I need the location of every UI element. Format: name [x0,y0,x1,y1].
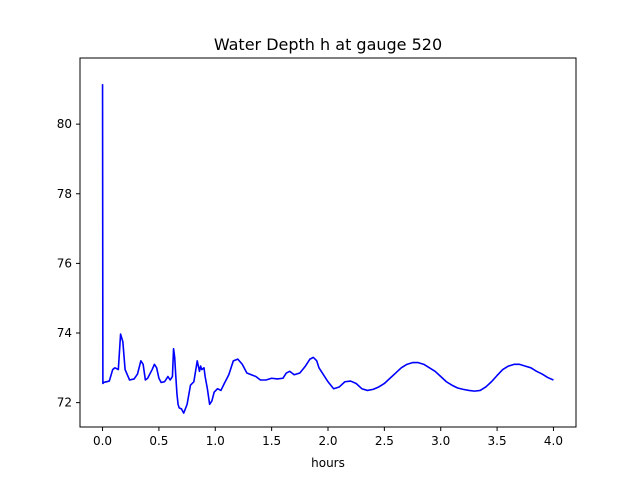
x-tick-label: 1.5 [262,434,281,448]
plot-area [101,84,554,414]
x-tick-label: 3.5 [488,434,507,448]
x-tick-label: 2.5 [375,434,394,448]
y-tick-label: 78 [57,187,72,201]
y-tick-label: 80 [57,117,72,131]
y-tick-label: 76 [57,256,72,270]
y-tick-label: 74 [57,326,72,340]
x-tick-label: 4.0 [544,434,563,448]
x-axis-ticks: 0.0 0.5 1.0 1.5 2.0 2.5 3.0 3.5 4.0 [93,427,563,448]
x-tick-label: 1.0 [206,434,225,448]
y-tick-label: 72 [57,396,72,410]
x-axis-label: hours [311,456,345,470]
axes-frame [79,57,577,428]
x-tick-label: 3.0 [431,434,450,448]
x-tick-label: 0.0 [93,434,112,448]
y-axis-ticks: 72 74 76 78 80 [57,117,80,410]
x-tick-label: 0.5 [149,434,168,448]
x-tick-label: 2.0 [318,434,337,448]
series-line-0 [101,84,554,414]
chart-title: Water Depth h at gauge 520 [214,35,442,54]
